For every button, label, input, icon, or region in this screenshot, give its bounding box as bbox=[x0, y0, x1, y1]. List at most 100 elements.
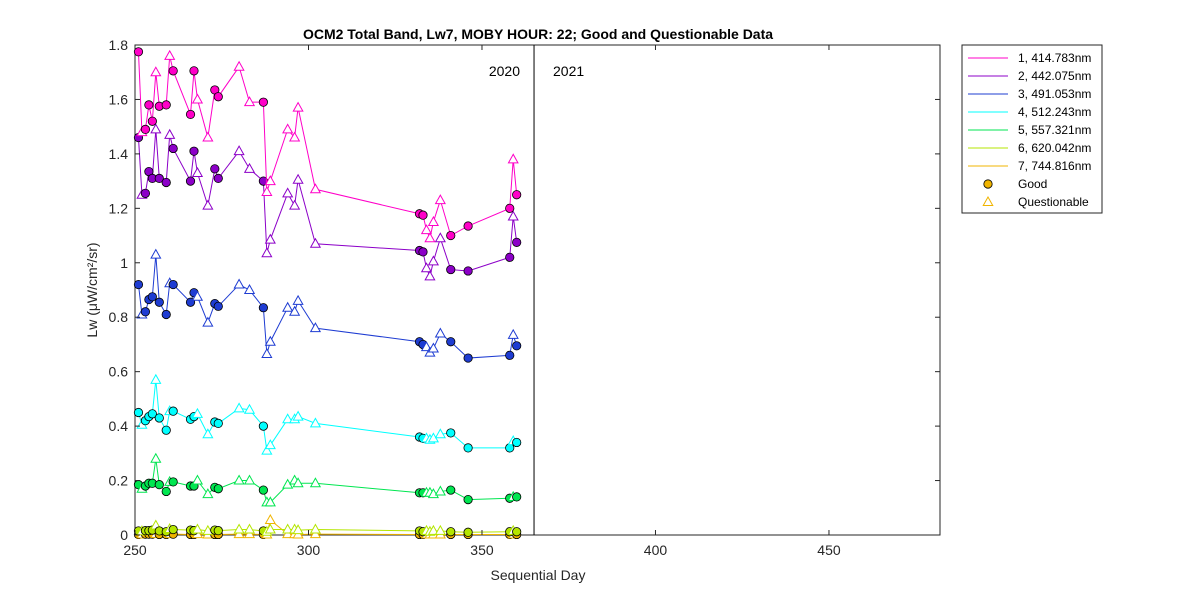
questionable-point bbox=[264, 523, 276, 534]
legend-label-questionable: Questionable bbox=[1018, 195, 1089, 209]
good-point bbox=[418, 247, 428, 257]
legend-label-6: 6, 620.042nm bbox=[1018, 141, 1091, 155]
questionable-point bbox=[309, 183, 322, 194]
questionable-point bbox=[289, 199, 301, 210]
good-point bbox=[154, 173, 164, 183]
questionable-point bbox=[261, 185, 273, 196]
questionable-point bbox=[420, 262, 433, 273]
questionable-point bbox=[282, 301, 294, 312]
questionable-point bbox=[150, 373, 162, 384]
x-tick-label: 300 bbox=[297, 542, 321, 558]
good-point bbox=[144, 100, 154, 110]
good-point bbox=[213, 92, 223, 102]
questionable-point bbox=[191, 290, 204, 301]
good-point bbox=[161, 177, 171, 188]
good-point bbox=[446, 428, 456, 438]
good-point bbox=[168, 279, 178, 290]
questionable-point bbox=[282, 187, 294, 198]
questionable-point bbox=[264, 175, 276, 186]
good-point bbox=[512, 237, 522, 247]
questionable-point bbox=[427, 215, 440, 226]
questionable-point bbox=[420, 224, 433, 235]
good-point bbox=[463, 266, 473, 276]
x-tick-label: 400 bbox=[644, 542, 668, 558]
good-point bbox=[168, 143, 178, 154]
y-tick-label: 1.2 bbox=[109, 200, 129, 216]
series-2 bbox=[133, 123, 522, 281]
series-4 bbox=[133, 373, 522, 455]
questionable-point bbox=[309, 237, 322, 248]
questionable-point bbox=[202, 428, 214, 439]
series-6 bbox=[133, 519, 522, 537]
questionable-point bbox=[202, 488, 214, 499]
questionable-point bbox=[191, 474, 204, 485]
questionable-point bbox=[292, 524, 304, 535]
questionable-point bbox=[309, 477, 322, 488]
questionable-point bbox=[233, 402, 245, 413]
good-point bbox=[154, 413, 164, 423]
good-point bbox=[505, 203, 515, 213]
questionable-point bbox=[243, 523, 256, 534]
questionable-point bbox=[261, 247, 273, 258]
questionable-point bbox=[202, 131, 214, 142]
good-point bbox=[463, 443, 473, 453]
good-point bbox=[463, 221, 473, 231]
questionable-point bbox=[164, 49, 176, 60]
questionable-point bbox=[292, 101, 304, 112]
questionable-point bbox=[289, 131, 301, 142]
legend-label-4: 4, 512.243nm bbox=[1018, 105, 1091, 119]
year-label-2021: 2021 bbox=[553, 63, 584, 79]
good-point bbox=[512, 190, 522, 200]
questionable-point bbox=[243, 403, 256, 414]
questionable-point bbox=[434, 194, 446, 205]
good-point bbox=[147, 292, 157, 302]
y-tick-label: 1.8 bbox=[109, 37, 129, 53]
questionable-point bbox=[191, 523, 204, 534]
good-point bbox=[140, 124, 151, 134]
good-point bbox=[446, 485, 456, 495]
questionable-point bbox=[243, 162, 256, 173]
questionable-point bbox=[282, 523, 294, 534]
questionable-point bbox=[434, 428, 446, 439]
good-point bbox=[161, 425, 171, 435]
questionable-point bbox=[424, 270, 436, 281]
questionable-point bbox=[264, 233, 276, 244]
questionable-point bbox=[507, 328, 519, 339]
questionable-point bbox=[202, 316, 214, 327]
questionable-point bbox=[202, 199, 214, 210]
questionable-point bbox=[191, 166, 204, 177]
legend-questionable-marker bbox=[982, 195, 994, 206]
good-point bbox=[463, 353, 473, 363]
good-point bbox=[154, 480, 164, 490]
year-label-2020: 2020 bbox=[489, 63, 520, 79]
questionable-point bbox=[292, 477, 304, 488]
legend-label-7: 7, 744.816nm bbox=[1018, 159, 1091, 173]
questionable-point bbox=[434, 327, 446, 338]
x-axis-label: Sequential Day bbox=[491, 567, 586, 583]
good-point bbox=[168, 524, 178, 535]
legend-label-1: 1, 414.783nm bbox=[1018, 51, 1091, 65]
questionable-point bbox=[424, 232, 436, 243]
y-axis-label: Lw (μW/cm²/sr) bbox=[84, 242, 100, 337]
good-point bbox=[133, 279, 144, 290]
good-point bbox=[512, 527, 522, 537]
y-tick-label: 0 bbox=[120, 527, 128, 543]
good-point bbox=[258, 485, 268, 495]
questionable-point bbox=[150, 66, 162, 77]
good-point bbox=[213, 484, 223, 494]
legend: 1, 414.783nm 2, 442.075nm 3, 491.053nm 4, 5… bbox=[961, 44, 1103, 214]
questionable-point bbox=[434, 524, 446, 535]
questionable-point bbox=[264, 335, 276, 346]
good-point bbox=[133, 407, 144, 418]
good-point bbox=[446, 230, 456, 241]
questionable-point bbox=[264, 439, 276, 450]
good-point bbox=[213, 173, 223, 183]
questionable-point bbox=[420, 341, 433, 352]
questionable-point bbox=[261, 444, 273, 455]
questionable-point bbox=[427, 342, 440, 353]
questionable-point bbox=[507, 153, 519, 164]
y-tick-label: 0.2 bbox=[109, 473, 129, 489]
series-5 bbox=[133, 452, 522, 507]
questionable-point bbox=[150, 248, 162, 259]
